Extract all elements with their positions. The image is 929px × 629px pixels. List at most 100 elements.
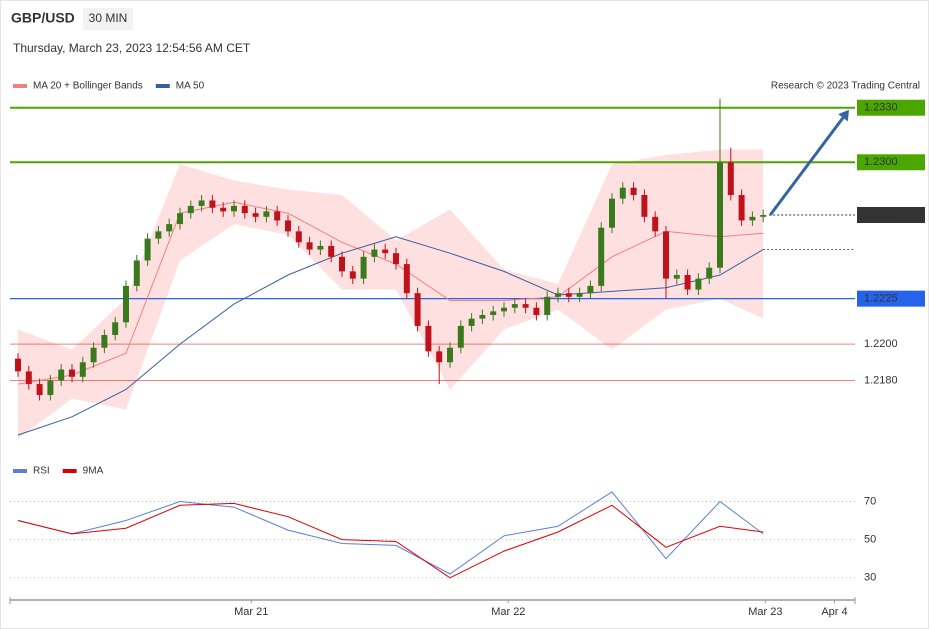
candle-body [522, 304, 529, 308]
level-label: 1.2200 [864, 338, 898, 350]
candle-body [479, 315, 486, 319]
candle-body [101, 335, 108, 348]
interval: 30 MIN [89, 11, 128, 25]
candle-body [576, 293, 583, 297]
candle-body [673, 275, 680, 279]
candle-body [338, 256, 345, 272]
y-tick-label: 30 [864, 572, 876, 584]
candle-body [727, 162, 734, 195]
candle-body [144, 238, 151, 261]
candle-body [749, 216, 756, 221]
candle-body [587, 285, 594, 294]
x-tick-label: Apr 4 [821, 606, 847, 618]
rsi-line [17, 502, 764, 579]
candle-body [220, 207, 227, 212]
candle-body [554, 293, 561, 297]
candle-body [738, 195, 745, 221]
date: Thursday, March 23, 2023 12:54:56 AM CET [13, 41, 251, 55]
legend-swatch [62, 469, 77, 473]
candle-body [274, 211, 281, 221]
legend-label: MA 50 [176, 81, 205, 92]
candle-body [500, 307, 507, 312]
candle-body [511, 304, 518, 308]
candle-body [641, 195, 648, 217]
candle-body [14, 358, 21, 372]
candle-body [328, 245, 335, 257]
candle-body [47, 380, 54, 395]
legend-label: MA 20 + Bollinger Bands [33, 81, 143, 92]
candle-body [36, 384, 43, 395]
candle-body [716, 162, 723, 268]
x-tick-label: Mar 21 [234, 606, 268, 618]
candle-body [241, 205, 248, 214]
level-box [857, 99, 925, 116]
level-box [857, 290, 925, 307]
level-label: 1.2180 [864, 374, 898, 386]
target-arrow [768, 116, 845, 216]
candle-body [565, 293, 572, 297]
candle-body [608, 198, 615, 228]
arrow-head [838, 109, 849, 122]
legend-label: RSI [33, 466, 50, 477]
level-label: 1.2271 [864, 209, 898, 221]
candle-body [630, 187, 637, 195]
candle-body [468, 318, 475, 326]
candle-body [446, 347, 453, 363]
level-label: 1.2225 [864, 293, 898, 305]
candle-body [198, 200, 205, 206]
candle-body [684, 275, 691, 290]
candle-body [263, 211, 270, 217]
x-tick-label: Mar 22 [491, 606, 525, 618]
candle-body [317, 245, 324, 250]
ma-line [17, 236, 764, 436]
candle-body [425, 325, 432, 352]
candle-body [79, 362, 86, 377]
candle-body [133, 260, 140, 286]
candle-body [371, 249, 378, 257]
bollinger-band [18, 149, 764, 439]
candle-body [457, 325, 464, 348]
level-label: 1.2330 [864, 102, 898, 114]
candle-body [490, 311, 497, 315]
candle-body [403, 264, 410, 294]
level-label: 1.2300 [864, 156, 898, 168]
candle-body [58, 369, 65, 381]
candle-body [25, 371, 32, 385]
candle-body [349, 271, 356, 279]
candle-body [436, 351, 443, 363]
legend-swatch [13, 84, 27, 88]
candle-body [187, 205, 194, 214]
symbol: GBP/USD [11, 10, 75, 26]
candle-body [598, 227, 605, 286]
candle-body [360, 256, 367, 279]
candle-body [544, 296, 551, 315]
rsi-line [17, 491, 764, 575]
candle-body [306, 242, 313, 250]
candle-body [155, 231, 162, 239]
legend-swatch [155, 84, 170, 88]
candle-body [112, 322, 119, 335]
level-box [857, 154, 925, 171]
candle-body [652, 216, 659, 232]
candle-body [252, 213, 259, 217]
candle-body [533, 307, 540, 315]
candle-body [90, 347, 97, 363]
candle-body [68, 369, 75, 377]
candle-body [166, 224, 173, 232]
candle-body [760, 215, 767, 217]
y-tick-label: 50 [864, 534, 876, 546]
candle-body [122, 285, 129, 323]
x-tick-label: Mar 23 [748, 606, 782, 618]
candle-body [414, 293, 421, 326]
credit: Research © 2023 Trading Central [771, 81, 920, 92]
candle-body [209, 200, 216, 208]
candle-body [176, 213, 183, 225]
level-box [857, 207, 925, 223]
candle-body [230, 205, 237, 212]
interval-box [83, 8, 133, 30]
y-tick-label: 70 [864, 495, 876, 507]
candle-body [619, 187, 626, 199]
candle-body [295, 231, 302, 243]
legend-label: 9MA [83, 466, 104, 477]
